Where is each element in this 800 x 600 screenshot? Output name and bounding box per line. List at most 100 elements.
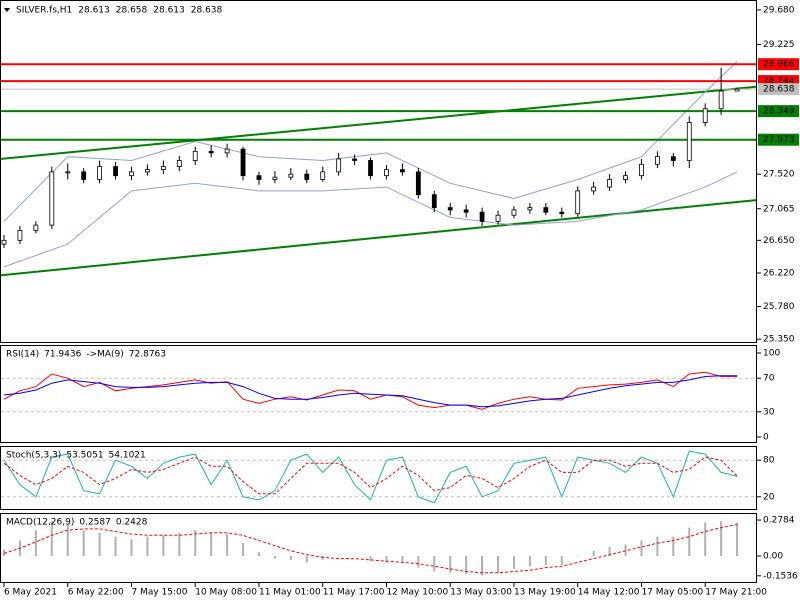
x-tick-label: 17 May 21:00 <box>705 588 767 598</box>
candle-body <box>224 148 230 154</box>
level-label: 27.973 <box>763 135 795 145</box>
candle-body <box>479 211 485 222</box>
histogram-bar <box>401 555 404 563</box>
level-tag <box>758 83 799 96</box>
histogram-bar <box>337 555 340 557</box>
histogram-bar <box>305 555 308 563</box>
x-tick-label: 11 May 17:00 <box>323 588 385 598</box>
candle-body <box>240 148 246 177</box>
y-tick-label: 100 <box>763 349 780 359</box>
candle-body <box>654 156 660 165</box>
level-label: 28.966 <box>763 60 795 70</box>
candle-body <box>607 179 612 188</box>
histogram-bar <box>560 555 563 566</box>
stoch-panel <box>0 446 757 510</box>
header-text: 28.613 <box>153 6 185 16</box>
trendline <box>1 199 756 277</box>
histogram-bar <box>512 555 515 569</box>
histogram-bar <box>640 540 643 556</box>
histogram-bar <box>289 555 292 560</box>
histogram-bar <box>226 534 229 556</box>
y-tick-label: 27.065 <box>763 204 795 214</box>
histogram-bar <box>528 555 531 567</box>
x-tick-label: 14 May 12:00 <box>578 588 640 598</box>
y-tick-label: 25.780 <box>763 302 795 312</box>
y-tick-label: 29.225 <box>763 40 795 50</box>
macd-panel <box>0 513 757 583</box>
histogram-bar <box>481 555 484 576</box>
candle-body <box>113 166 118 177</box>
candle-body <box>192 150 198 161</box>
candle-body <box>384 169 389 177</box>
candle-body <box>256 175 262 180</box>
rsi-panel <box>0 345 757 443</box>
candle-body <box>400 169 405 173</box>
histogram-bar <box>178 532 181 556</box>
histogram-bar <box>624 544 627 556</box>
candle-body <box>511 209 517 216</box>
indicator-header: 53.5051 <box>66 451 103 461</box>
candle-body <box>623 175 628 180</box>
y-tick-label: 26.650 <box>763 236 795 246</box>
indicator-line <box>3 450 738 504</box>
histogram-bar <box>50 521 53 556</box>
y-tick-label: 0 <box>763 433 769 443</box>
x-tick-label: 10 May 08:00 <box>195 588 257 598</box>
histogram-bar <box>369 555 372 562</box>
histogram-bar <box>720 521 723 556</box>
candle-body <box>288 173 294 178</box>
candle-body <box>49 171 55 226</box>
y-tick-label: 0.2784 <box>763 516 795 526</box>
y-tick-label: -0.1536 <box>763 571 798 581</box>
histogram-bar <box>321 555 324 560</box>
candle-body <box>702 108 708 123</box>
indicator-line <box>3 371 738 410</box>
x-tick-label: 6 May 22:00 <box>68 588 124 598</box>
y-tick-label: 29.680 <box>763 5 795 15</box>
level-label: 28.744 <box>763 77 795 87</box>
histogram-bar <box>66 523 69 556</box>
candle-body <box>33 224 39 231</box>
candle-body <box>352 158 357 161</box>
histogram-bar <box>385 555 388 563</box>
candle-body <box>320 171 326 180</box>
candle-body <box>81 171 87 180</box>
candle-body <box>463 209 469 213</box>
indicator-line <box>3 524 738 574</box>
candle-body <box>718 90 724 110</box>
band-line <box>3 171 738 268</box>
y-tick-label: 26.220 <box>763 269 795 279</box>
histogram-bar <box>130 539 133 556</box>
x-tick-label: 7 May 15:00 <box>131 588 187 598</box>
main-panel <box>0 0 757 343</box>
indicator-line <box>3 456 738 495</box>
candle-body <box>129 171 134 177</box>
candle-body <box>559 211 565 215</box>
histogram-bar <box>449 555 452 573</box>
histogram-bar <box>146 536 149 556</box>
panel-plot <box>2 521 739 576</box>
histogram-bar <box>82 530 85 556</box>
candle-body <box>575 190 581 215</box>
y-tick-label: 27.520 <box>763 170 795 180</box>
histogram-bar <box>465 555 468 575</box>
histogram-bar <box>704 522 707 556</box>
y-tick-label: 80 <box>763 456 775 466</box>
level-label: 28.638 <box>763 85 795 95</box>
panel-plot <box>1 61 756 277</box>
histogram-bar <box>114 536 117 556</box>
candle-body <box>17 230 23 241</box>
candle-body <box>543 207 549 213</box>
histogram-bar <box>688 527 691 556</box>
candle-body <box>431 194 437 209</box>
histogram-bar <box>34 530 37 556</box>
histogram-bar <box>433 555 436 572</box>
histogram-bar <box>353 555 356 557</box>
indicator-header: 0.2587 <box>79 518 111 528</box>
indicator-line <box>3 375 738 408</box>
y-tick-label: 25.350 <box>763 335 795 345</box>
header-text: SILVER.fs,H1 <box>16 6 72 16</box>
candle-body <box>145 169 150 173</box>
candle-body <box>272 176 278 180</box>
